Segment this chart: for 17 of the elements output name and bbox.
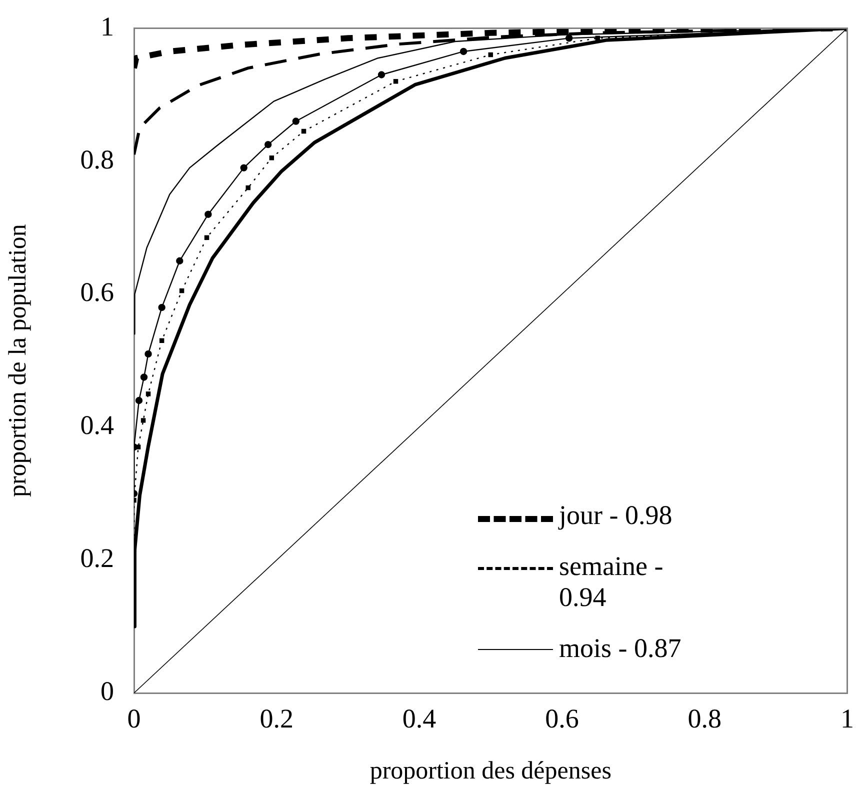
x-tick-label: 0.4: [402, 703, 437, 734]
x-axis-title: proportion des dépenses: [370, 758, 612, 785]
x-tick-label: 0: [127, 703, 141, 734]
y-tick-label: 0: [100, 676, 114, 706]
x-tick-label: 0.8: [688, 703, 722, 734]
y-axis-title: proportion de la population: [4, 224, 32, 498]
y-tick-label: 1: [100, 11, 114, 42]
y-tick-label: 0.6: [80, 277, 114, 308]
y-tick-label: 0.8: [80, 144, 114, 174]
x-tick-label: 0.2: [260, 703, 294, 734]
legend-label: semaine - 0.94: [559, 551, 664, 613]
legend-label: mois - 0.87: [559, 633, 682, 664]
y-tick-label: 0.4: [80, 410, 114, 440]
legend-label: jour - 0.98: [559, 500, 674, 531]
y-tick-label: 0.2: [80, 543, 114, 574]
x-tick-label: 1: [840, 703, 854, 734]
x-tick-label: 0.6: [545, 703, 579, 734]
